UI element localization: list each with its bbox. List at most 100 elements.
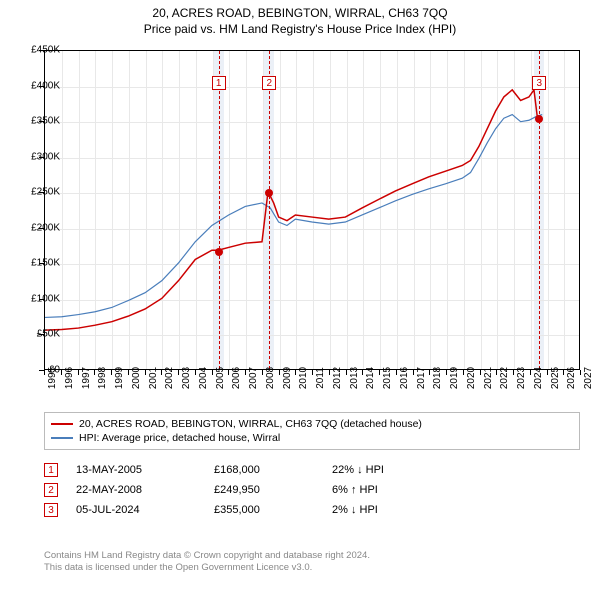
x-tick: [245, 370, 246, 375]
title-block: 20, ACRES ROAD, BEBINGTON, WIRRAL, CH63 …: [0, 0, 600, 36]
plot-area: 1 2 3: [44, 50, 580, 370]
x-tick-label: 2006: [231, 367, 242, 389]
legend-swatch: [51, 437, 73, 439]
x-tick: [279, 370, 280, 375]
x-tick-label: 2011: [315, 367, 326, 389]
x-tick-label: 2016: [399, 367, 410, 389]
sale-marker-box: 1: [212, 76, 226, 90]
x-tick: [44, 370, 45, 375]
x-tick: [463, 370, 464, 375]
x-tick: [111, 370, 112, 375]
x-tick: [396, 370, 397, 375]
x-tick-label: 2009: [282, 367, 293, 389]
sale-price: £355,000: [214, 504, 314, 516]
sale-row: 222-MAY-2008£249,9506% ↑ HPI: [44, 480, 580, 500]
x-tick-label: 2012: [332, 367, 343, 389]
x-tick: [547, 370, 548, 375]
legend-item: 20, ACRES ROAD, BEBINGTON, WIRRAL, CH63 …: [51, 417, 573, 431]
sale-row-marker: 3: [44, 503, 58, 517]
sale-row-marker: 1: [44, 463, 58, 477]
x-tick: [94, 370, 95, 375]
line-series-svg: [45, 51, 579, 369]
sale-date: 05-JUL-2024: [76, 504, 196, 516]
legend-item: HPI: Average price, detached house, Wirr…: [51, 431, 573, 445]
y-tick-label: £400K: [31, 80, 60, 91]
x-tick-label: 1995: [47, 367, 58, 389]
sale-date: 22-MAY-2008: [76, 484, 196, 496]
x-tick-label: 2001: [148, 367, 159, 389]
y-tick-label: £350K: [31, 116, 60, 127]
x-tick-label: 2015: [382, 367, 393, 389]
title-subtitle: Price paid vs. HM Land Registry's House …: [0, 22, 600, 36]
x-tick: [128, 370, 129, 375]
x-tick: [78, 370, 79, 375]
sale-point-dot: [265, 189, 273, 197]
x-tick-label: 2007: [248, 367, 259, 389]
x-tick: [429, 370, 430, 375]
x-tick-label: 2025: [550, 367, 561, 389]
y-tick-label: £300K: [31, 151, 60, 162]
x-tick-label: 2017: [416, 367, 427, 389]
x-tick: [496, 370, 497, 375]
x-tick: [346, 370, 347, 375]
x-tick: [212, 370, 213, 375]
x-tick: [446, 370, 447, 375]
sale-price: £249,950: [214, 484, 314, 496]
sales-table: 113-MAY-2005£168,00022% ↓ HPI222-MAY-200…: [44, 460, 580, 520]
x-tick-label: 2026: [566, 367, 577, 389]
x-tick: [329, 370, 330, 375]
x-tick-label: 2013: [349, 367, 360, 389]
x-tick-label: 1996: [64, 367, 75, 389]
legend-label: 20, ACRES ROAD, BEBINGTON, WIRRAL, CH63 …: [79, 418, 422, 430]
x-tick: [312, 370, 313, 375]
sale-row: 305-JUL-2024£355,0002% ↓ HPI: [44, 500, 580, 520]
x-tick: [195, 370, 196, 375]
x-tick: [513, 370, 514, 375]
x-tick: [480, 370, 481, 375]
x-tick-label: 2003: [181, 367, 192, 389]
legend-box: 20, ACRES ROAD, BEBINGTON, WIRRAL, CH63 …: [44, 412, 580, 450]
x-tick: [228, 370, 229, 375]
title-address: 20, ACRES ROAD, BEBINGTON, WIRRAL, CH63 …: [0, 6, 600, 20]
x-tick-label: 2021: [483, 367, 494, 389]
sale-marker-box: 3: [532, 76, 546, 90]
x-tick: [145, 370, 146, 375]
footer-attribution: Contains HM Land Registry data © Crown c…: [44, 550, 580, 575]
x-tick-label: 2022: [499, 367, 510, 389]
x-tick-label: 2020: [466, 367, 477, 389]
x-tick-label: 2027: [583, 367, 594, 389]
sale-point-dot: [215, 248, 223, 256]
x-tick-label: 1997: [81, 367, 92, 389]
x-tick: [362, 370, 363, 375]
x-tick-label: 2018: [432, 367, 443, 389]
x-tick: [295, 370, 296, 375]
x-tick-label: 2019: [449, 367, 460, 389]
x-tick-label: 2002: [164, 367, 175, 389]
x-tick-label: 1999: [114, 367, 125, 389]
sale-row-marker: 2: [44, 483, 58, 497]
sale-row: 113-MAY-2005£168,00022% ↓ HPI: [44, 460, 580, 480]
y-tick-label: £100K: [31, 293, 60, 304]
y-tick-label: £50K: [37, 329, 60, 340]
y-tick-label: £450K: [31, 45, 60, 56]
sale-marker-box: 2: [262, 76, 276, 90]
legend-label: HPI: Average price, detached house, Wirr…: [79, 432, 280, 444]
chart-container: 20, ACRES ROAD, BEBINGTON, WIRRAL, CH63 …: [0, 0, 600, 590]
x-tick: [563, 370, 564, 375]
sale-marker-line: [539, 51, 540, 369]
x-tick-label: 2024: [533, 367, 544, 389]
x-tick-label: 2005: [215, 367, 226, 389]
footer-line-2: This data is licensed under the Open Gov…: [44, 562, 580, 574]
x-tick-label: 2008: [265, 367, 276, 389]
footer-line-1: Contains HM Land Registry data © Crown c…: [44, 550, 580, 562]
x-tick: [178, 370, 179, 375]
x-tick: [413, 370, 414, 375]
x-tick: [379, 370, 380, 375]
x-tick: [530, 370, 531, 375]
sale-hpi-diff: 22% ↓ HPI: [332, 464, 442, 476]
x-tick: [61, 370, 62, 375]
sale-point-dot: [535, 115, 543, 123]
series-price: [45, 90, 537, 330]
sale-price: £168,000: [214, 464, 314, 476]
x-tick-label: 2023: [516, 367, 527, 389]
